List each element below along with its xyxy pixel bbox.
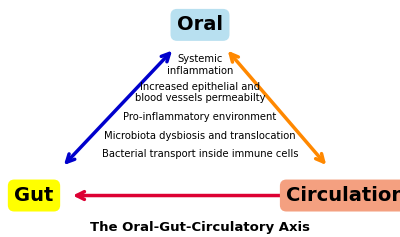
Text: Bacterial transport inside immune cells: Bacterial transport inside immune cells <box>102 149 298 159</box>
Text: Increased epithelial and
blood vessels permeabilty: Increased epithelial and blood vessels p… <box>135 82 265 103</box>
Text: Microbiota dysbiosis and translocation: Microbiota dysbiosis and translocation <box>104 131 296 141</box>
Text: Oral: Oral <box>177 15 223 34</box>
Text: Gut: Gut <box>14 186 54 205</box>
Text: The Oral-Gut-Circulatory Axis: The Oral-Gut-Circulatory Axis <box>90 221 310 234</box>
Text: Pro-inflammatory environment: Pro-inflammatory environment <box>123 112 277 122</box>
Text: Circulation: Circulation <box>286 186 400 205</box>
Text: Systemic
inflammation: Systemic inflammation <box>167 54 233 76</box>
